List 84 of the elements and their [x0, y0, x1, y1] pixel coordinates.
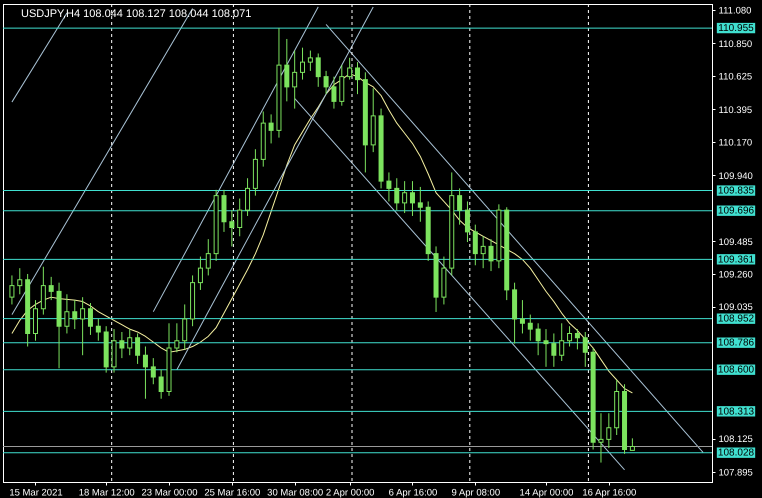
candlestick [64, 294, 70, 334]
candlestick [182, 304, 188, 350]
x-tick-label: 25 Mar 16:00 [204, 488, 260, 498]
y-tick-label: 110.850 [718, 38, 752, 50]
x-tick-label: 2 Apr 00:00 [326, 488, 374, 498]
candlestick [480, 236, 486, 269]
y-tick-label: 107.895 [718, 467, 753, 478]
candlestick [80, 296, 86, 356]
candlestick [536, 322, 541, 356]
candlestick [174, 322, 180, 353]
candlestick [324, 70, 329, 95]
candlestick [559, 322, 564, 362]
candlestick [206, 238, 211, 276]
candlestick [567, 326, 572, 348]
ref-line-label: 108.786 [718, 338, 755, 349]
candlestick [630, 438, 635, 451]
candlestick [268, 114, 274, 144]
x-tick-label: 18 Mar 12:00 [78, 488, 135, 498]
candlestick [96, 318, 101, 342]
ref-line-label: 108.313 [718, 406, 755, 418]
candlestick [402, 180, 408, 214]
candlestick [127, 328, 132, 356]
x-tick-label: 23 Mar 00:00 [142, 488, 198, 498]
ref-line-label: 110.955 [718, 23, 754, 34]
candlestick [198, 256, 203, 290]
candlestick [40, 266, 46, 316]
candlestick [142, 346, 148, 400]
x-tick-label: 15 Mar 2021 [9, 488, 63, 498]
candlestick [347, 57, 352, 80]
candlestick [598, 412, 604, 464]
candlestick [72, 300, 78, 330]
candlestick [410, 180, 415, 216]
candlestick [135, 332, 140, 364]
candlestick [331, 76, 336, 110]
candlestick [582, 332, 588, 368]
x-tick-label: 9 Apr 08:00 [452, 488, 500, 498]
x-tick-label: 30 Mar 08:00 [267, 488, 324, 498]
candlestick [237, 198, 242, 237]
candlestick [9, 274, 14, 305]
candlestick [574, 328, 580, 350]
y-tick-label: 108.125 [718, 434, 753, 446]
y-tick-label: 110.395 [718, 104, 752, 116]
candlestick [394, 178, 400, 211]
candlestick [386, 172, 392, 202]
candlestick [488, 238, 494, 272]
candlestick [606, 412, 612, 449]
candlestick [158, 369, 164, 400]
candlestick [418, 186, 423, 222]
ref-line-label: 108.028 [718, 448, 755, 459]
candlestick [457, 188, 462, 226]
candlestick [284, 38, 290, 102]
y-tick-label: 110.170 [718, 137, 752, 148]
y-tick-label: 109.260 [718, 269, 753, 280]
candlestick [528, 314, 533, 342]
y-tick-label: 109.035 [718, 302, 753, 314]
y-tick-label: 110.625 [718, 71, 752, 82]
ref-line-label: 109.361 [718, 254, 755, 266]
y-tick-label: 111.080 [718, 5, 752, 16]
candlestick [292, 50, 298, 110]
candlestick [316, 52, 321, 88]
ref-line-label: 109.835 [718, 186, 755, 197]
x-tick-label: 6 Apr 16:00 [388, 488, 438, 498]
candlestick [472, 224, 478, 266]
candlestick [464, 200, 470, 243]
candlestick [17, 268, 22, 295]
ref-line-label: 108.952 [718, 314, 755, 325]
candlestick [355, 62, 360, 95]
candlestick [229, 210, 234, 247]
candlestick [520, 300, 525, 334]
candlestick [543, 328, 548, 368]
candlestick [119, 332, 124, 359]
y-tick-label: 109.940 [718, 170, 753, 182]
candlestick [308, 50, 313, 72]
ref-line-label: 108.600 [718, 364, 755, 376]
x-tick-label: 14 Apr 00:00 [520, 488, 574, 498]
candlestick [551, 332, 556, 368]
x-tick-label: 16 Apr 16:00 [582, 488, 636, 498]
ref-line-label: 109.696 [718, 206, 755, 217]
candlestick [150, 358, 156, 385]
candlestick [88, 302, 93, 336]
candlestick [300, 47, 306, 80]
candlestick [245, 178, 250, 216]
candlestick [48, 276, 54, 301]
y-tick-label: 109.485 [718, 236, 753, 248]
